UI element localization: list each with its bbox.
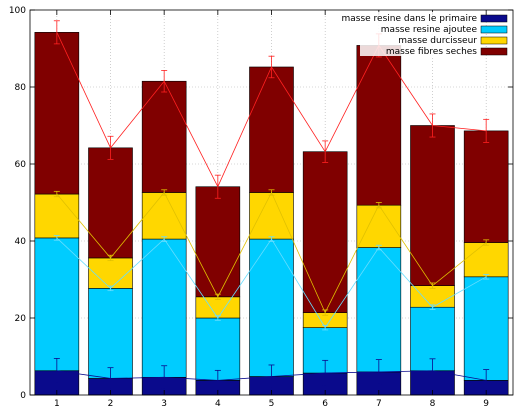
legend-label: masse durcisseur (398, 36, 477, 46)
y-tick-label: 60 (15, 160, 27, 170)
bar-segment (356, 45, 402, 206)
bar-segment (463, 130, 509, 243)
bar-segment (249, 192, 294, 240)
y-tick-label: 80 (15, 83, 27, 93)
bar-segment (356, 204, 402, 248)
legend-label-bg (360, 23, 479, 34)
legend-swatch (480, 14, 508, 23)
bar-segment (141, 80, 187, 193)
bar-segment (34, 193, 80, 239)
bar-segment (88, 288, 133, 379)
x-tick-label: 4 (215, 399, 221, 408)
bar-segment (302, 151, 348, 313)
bar-segment (249, 66, 294, 193)
bar-segment (410, 285, 455, 308)
bar-segment (463, 276, 509, 381)
x-tick-label: 9 (483, 399, 489, 408)
legend-label: masse resine ajoutee (381, 25, 478, 35)
y-tick-label: 20 (15, 314, 27, 324)
bar-segment (463, 242, 509, 278)
y-tick-label: 0 (20, 391, 26, 401)
trend-lines-layer (53, 20, 490, 392)
x-tick-label: 2 (108, 399, 114, 408)
x-axis-ticks: 1 2 3 4 5 6 7 8 9 (54, 10, 489, 408)
legend-label-bg (360, 45, 479, 56)
y-tick-label: 100 (9, 6, 26, 16)
legend-label-bg (360, 34, 479, 45)
bar-segment (88, 257, 133, 289)
x-tick-label: 6 (322, 399, 328, 408)
legend-label: masse resine dans le primaire (341, 14, 477, 24)
x-tick-label: 1 (54, 399, 60, 408)
legend-swatch (480, 47, 508, 56)
bar-segment (88, 147, 133, 259)
x-tick-label: 5 (269, 399, 275, 408)
legend-swatch (480, 25, 508, 34)
bar-segment (34, 237, 80, 372)
y-axis-ticks: 0 20 40 60 80 100 (9, 6, 513, 401)
x-tick-label: 7 (376, 399, 382, 408)
x-tick-label: 3 (161, 399, 167, 408)
bar-segment (195, 296, 241, 319)
legend-label: masse fibres seches (386, 47, 477, 57)
y-tick-label: 40 (15, 237, 27, 247)
bar-segment (141, 192, 187, 240)
x-tick-label: 8 (430, 399, 436, 408)
bar-segment (410, 125, 455, 286)
bar-segment (356, 247, 402, 373)
legend-swatch (480, 36, 508, 45)
bar-segment (34, 32, 80, 195)
legend-label-bg (360, 12, 479, 23)
bar-segment (141, 238, 187, 378)
bar-segment (249, 238, 294, 377)
bar-segment (195, 186, 241, 298)
